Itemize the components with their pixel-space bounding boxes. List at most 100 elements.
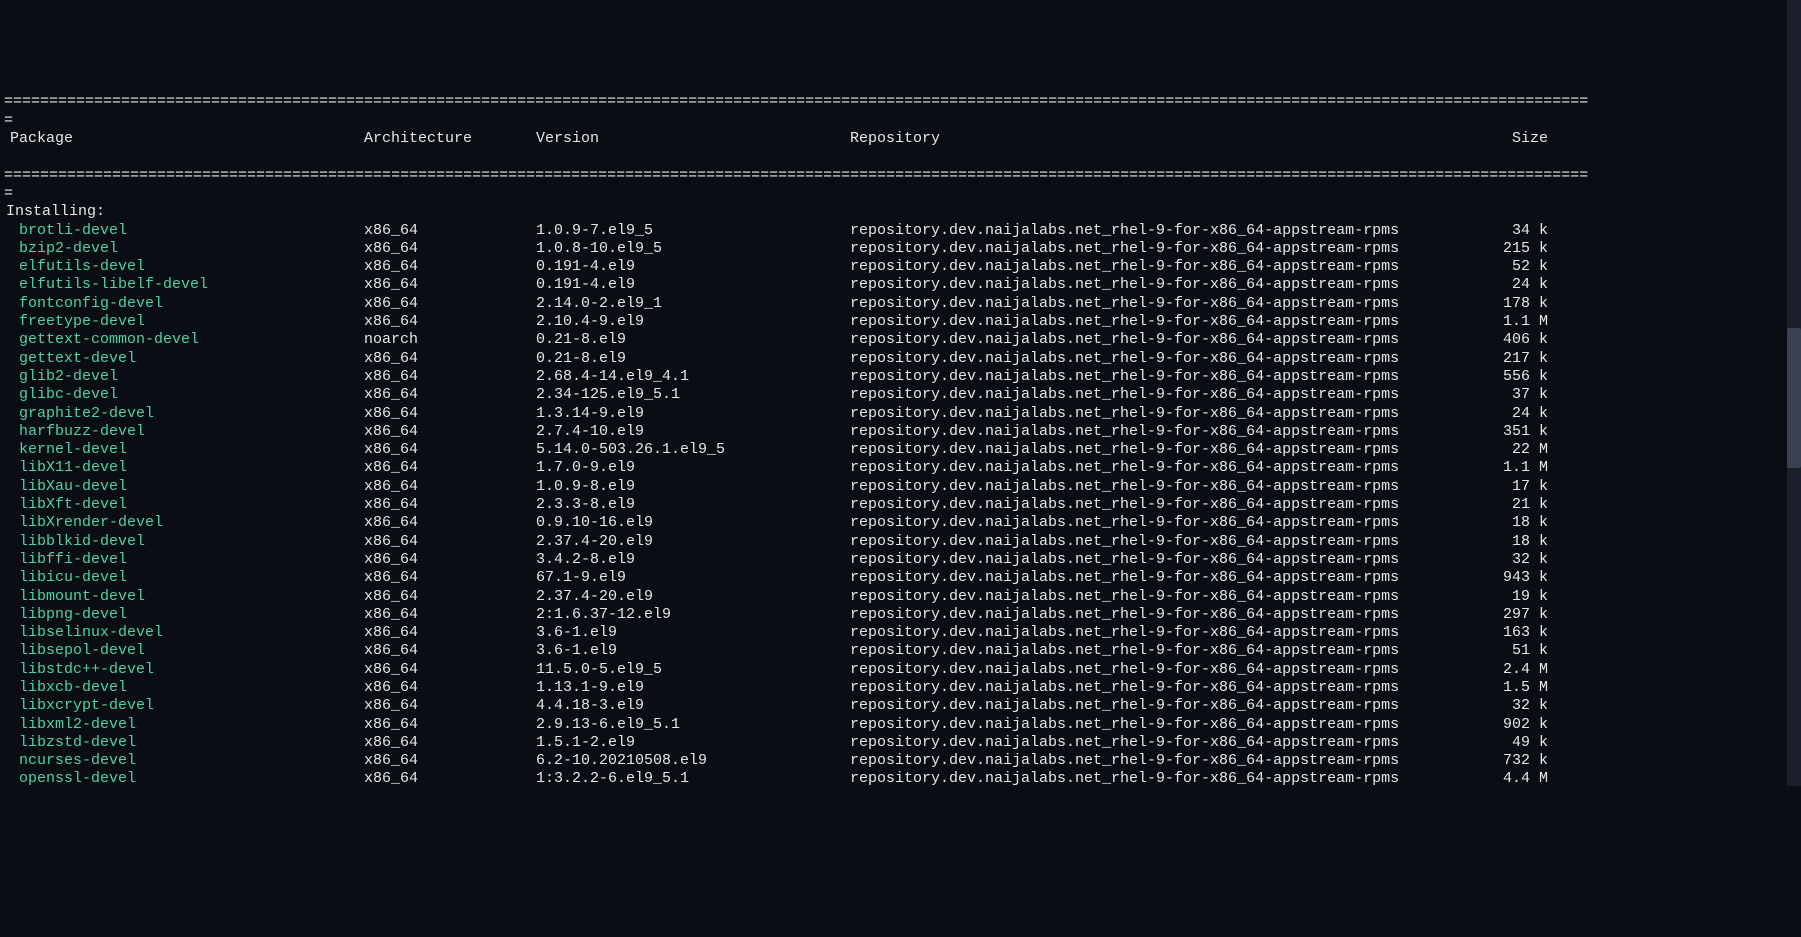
pkg-size: 32 k (1482, 551, 1548, 569)
pkg-size: 215 k (1482, 240, 1548, 258)
pkg-repo: repository.dev.naijalabs.net_rhel-9-for-… (850, 514, 1482, 532)
pkg-repo: repository.dev.naijalabs.net_rhel-9-for-… (850, 222, 1482, 240)
pkg-size: 902 k (1482, 716, 1548, 734)
table-row: glib2-develx86_642.68.4-14.el9_4.1reposi… (4, 368, 1797, 386)
pkg-version: 2.10.4-9.el9 (536, 313, 850, 331)
pkg-version: 1.5.1-2.el9 (536, 734, 850, 752)
table-row: libXau-develx86_641.0.9-8.el9repository.… (4, 478, 1797, 496)
pkg-repo: repository.dev.naijalabs.net_rhel-9-for-… (850, 533, 1482, 551)
pkg-repo: repository.dev.naijalabs.net_rhel-9-for-… (850, 569, 1482, 587)
pkg-version: 0.191-4.el9 (536, 258, 850, 276)
pkg-name: glib2-devel (4, 368, 364, 386)
terminal-output: ========================================… (0, 73, 1801, 809)
pkg-repo: repository.dev.naijalabs.net_rhel-9-for-… (850, 496, 1482, 514)
pkg-arch: x86_64 (364, 478, 536, 496)
pkg-arch: x86_64 (364, 258, 536, 276)
scrollbar-track[interactable] (1787, 0, 1801, 786)
pkg-size: 34 k (1482, 222, 1548, 240)
pkg-name: libblkid-devel (4, 533, 364, 551)
pkg-version: 2.37.4-20.el9 (536, 533, 850, 551)
table-row: libXft-develx86_642.3.3-8.el9repository.… (4, 496, 1797, 514)
pkg-name: brotli-devel (4, 222, 364, 240)
pkg-repo: repository.dev.naijalabs.net_rhel-9-for-… (850, 716, 1482, 734)
pkg-arch: x86_64 (364, 222, 536, 240)
pkg-repo: repository.dev.naijalabs.net_rhel-9-for-… (850, 423, 1482, 441)
pkg-version: 2.37.4-20.el9 (536, 588, 850, 606)
header-row: PackageArchitectureVersionRepositorySize (4, 130, 1797, 148)
pkg-repo: repository.dev.naijalabs.net_rhel-9-for-… (850, 606, 1482, 624)
pkg-name: harfbuzz-devel (4, 423, 364, 441)
table-row: libpng-develx86_642:1.6.37-12.el9reposit… (4, 606, 1797, 624)
pkg-repo: repository.dev.naijalabs.net_rhel-9-for-… (850, 588, 1482, 606)
pkg-size: 163 k (1482, 624, 1548, 642)
pkg-version: 3.4.2-8.el9 (536, 551, 850, 569)
pkg-version: 0.9.10-16.el9 (536, 514, 850, 532)
pkg-version: 1.0.8-10.el9_5 (536, 240, 850, 258)
pkg-name: bzip2-devel (4, 240, 364, 258)
pkg-name: glibc-devel (4, 386, 364, 404)
pkg-version: 2.7.4-10.el9 (536, 423, 850, 441)
pkg-name: fontconfig-devel (4, 295, 364, 313)
table-row: fontconfig-develx86_642.14.0-2.el9_1repo… (4, 295, 1797, 313)
pkg-name: libXau-devel (4, 478, 364, 496)
pkg-size: 52 k (1482, 258, 1548, 276)
table-row: harfbuzz-develx86_642.7.4-10.el9reposito… (4, 423, 1797, 441)
pkg-name: libmount-devel (4, 588, 364, 606)
pkg-size: 19 k (1482, 588, 1548, 606)
pkg-size: 51 k (1482, 642, 1548, 660)
pkg-arch: x86_64 (364, 661, 536, 679)
header-size: Size (1482, 130, 1548, 148)
pkg-name: libicu-devel (4, 569, 364, 587)
table-row: ncurses-develx86_646.2-10.20210508.el9re… (4, 752, 1797, 770)
pkg-size: 178 k (1482, 295, 1548, 313)
scrollbar-thumb[interactable] (1787, 328, 1801, 468)
table-row: libXrender-develx86_640.9.10-16.el9repos… (4, 514, 1797, 532)
table-row: brotli-develx86_641.0.9-7.el9_5repositor… (4, 222, 1797, 240)
section-installing: Installing: (4, 203, 105, 220)
pkg-size: 18 k (1482, 533, 1548, 551)
pkg-arch: x86_64 (364, 350, 536, 368)
pkg-arch: x86_64 (364, 276, 536, 294)
pkg-version: 6.2-10.20210508.el9 (536, 752, 850, 770)
divider-top: ========================================… (4, 93, 1588, 110)
pkg-name: libXrender-devel (4, 514, 364, 532)
pkg-size: 24 k (1482, 405, 1548, 423)
pkg-arch: x86_64 (364, 423, 536, 441)
divider-mid: ========================================… (4, 167, 1588, 184)
pkg-name: gettext-common-devel (4, 331, 364, 349)
pkg-arch: x86_64 (364, 752, 536, 770)
pkg-repo: repository.dev.naijalabs.net_rhel-9-for-… (850, 642, 1482, 660)
table-row: graphite2-develx86_641.3.14-9.el9reposit… (4, 405, 1797, 423)
header-package: Package (4, 130, 364, 148)
pkg-arch: x86_64 (364, 716, 536, 734)
pkg-version: 5.14.0-503.26.1.el9_5 (536, 441, 850, 459)
table-row: libxcrypt-develx86_644.4.18-3.el9reposit… (4, 697, 1797, 715)
pkg-repo: repository.dev.naijalabs.net_rhel-9-for-… (850, 295, 1482, 313)
pkg-version: 1.3.14-9.el9 (536, 405, 850, 423)
pkg-version: 0.191-4.el9 (536, 276, 850, 294)
pkg-name: libselinux-devel (4, 624, 364, 642)
pkg-repo: repository.dev.naijalabs.net_rhel-9-for-… (850, 441, 1482, 459)
pkg-repo: repository.dev.naijalabs.net_rhel-9-for-… (850, 405, 1482, 423)
pkg-arch: x86_64 (364, 679, 536, 697)
table-row: libselinux-develx86_643.6-1.el9repositor… (4, 624, 1797, 642)
pkg-version: 1.0.9-8.el9 (536, 478, 850, 496)
table-row: libsepol-develx86_643.6-1.el9repository.… (4, 642, 1797, 660)
pkg-arch: x86_64 (364, 240, 536, 258)
pkg-version: 0.21-8.el9 (536, 350, 850, 368)
table-row: libffi-develx86_643.4.2-8.el9repository.… (4, 551, 1797, 569)
table-row: libmount-develx86_642.37.4-20.el9reposit… (4, 588, 1797, 606)
table-row: libxml2-develx86_642.9.13-6.el9_5.1repos… (4, 716, 1797, 734)
pkg-version: 0.21-8.el9 (536, 331, 850, 349)
table-row: glibc-develx86_642.34-125.el9_5.1reposit… (4, 386, 1797, 404)
pkg-version: 2.34-125.el9_5.1 (536, 386, 850, 404)
pkg-size: 217 k (1482, 350, 1548, 368)
pkg-version: 2.3.3-8.el9 (536, 496, 850, 514)
pkg-size: 22 M (1482, 441, 1548, 459)
pkg-size: 4.4 M (1482, 770, 1548, 788)
pkg-version: 67.1-9.el9 (536, 569, 850, 587)
pkg-arch: x86_64 (364, 368, 536, 386)
pkg-repo: repository.dev.naijalabs.net_rhel-9-for-… (850, 752, 1482, 770)
pkg-name: graphite2-devel (4, 405, 364, 423)
header-repository: Repository (850, 130, 1482, 148)
